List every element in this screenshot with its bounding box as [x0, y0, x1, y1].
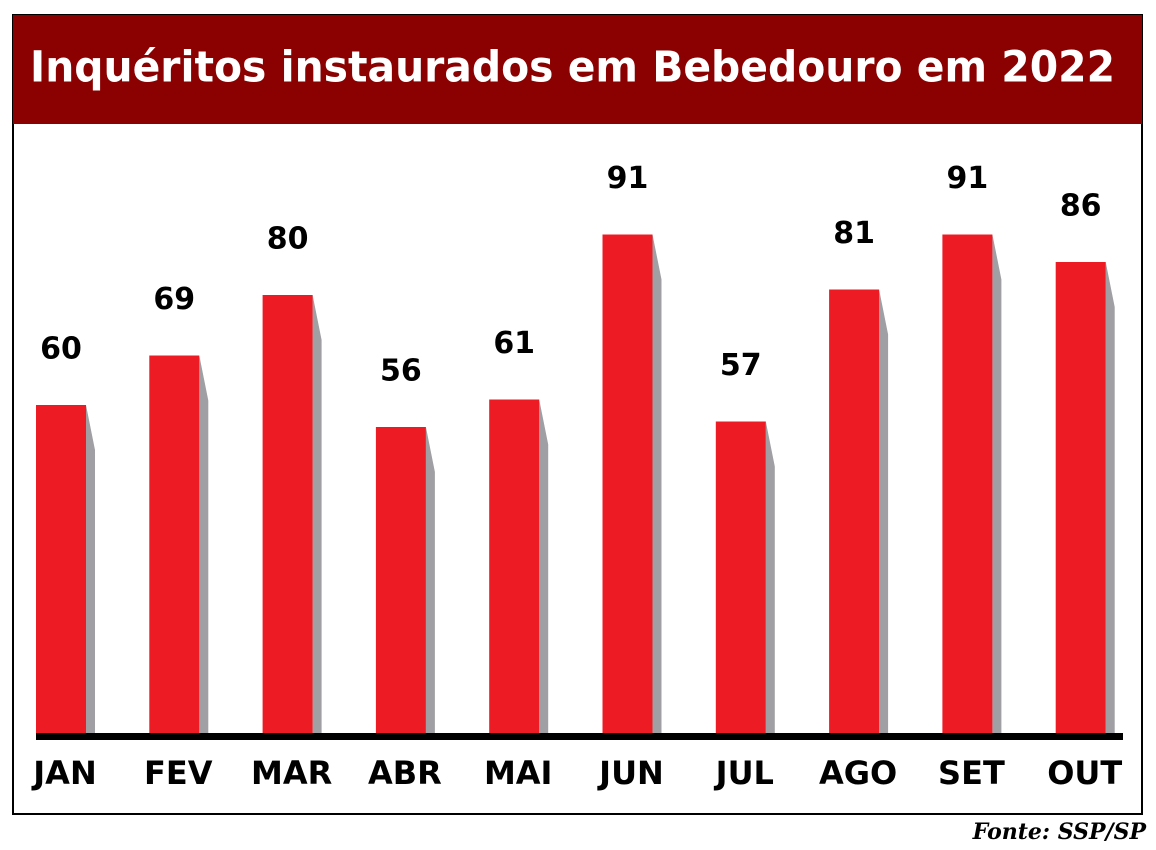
value-label: 57	[720, 348, 762, 383]
x-tick-label: AGO	[819, 754, 897, 792]
bar-shadow	[765, 421, 775, 735]
chart-title: Inquéritos instaurados em Bebedouro em 2…	[30, 43, 1115, 93]
baseline	[36, 733, 1123, 740]
x-tick-label: SET	[938, 754, 1005, 792]
title-bar	[13, 15, 1142, 124]
bar-shadow	[992, 234, 1002, 735]
x-tick-label: MAR	[251, 754, 332, 792]
bar-shadow	[879, 289, 889, 735]
value-label: 81	[833, 216, 875, 251]
bar-shadow	[199, 355, 209, 735]
bar-shadow	[652, 234, 662, 735]
bar-shadow	[312, 295, 322, 735]
x-tick-label: OUT	[1047, 754, 1122, 792]
bar	[829, 289, 880, 735]
x-tick-label: FEV	[144, 754, 213, 792]
value-label: 91	[947, 161, 989, 196]
value-label: 80	[267, 222, 309, 257]
bar	[602, 234, 653, 735]
x-tick-label: MAI	[484, 754, 553, 792]
value-label: 69	[153, 282, 195, 317]
value-label: 86	[1060, 189, 1102, 224]
value-label: 56	[380, 354, 422, 389]
x-tick-label: JUL	[714, 754, 774, 792]
value-label: 61	[493, 326, 535, 361]
bar	[1055, 262, 1106, 735]
x-tick-label: JUN	[597, 754, 664, 792]
x-tick-label: JAN	[31, 754, 96, 792]
bar	[36, 405, 86, 735]
bar	[149, 355, 200, 735]
bar	[375, 427, 426, 735]
plot: 60 JAN 69 FEV 80 MAR 56 ABR 61 MAI 91 JUN 57 JUL 81 AGO…	[31, 161, 1122, 792]
value-label: 91	[607, 161, 649, 196]
value-label: 60	[40, 332, 82, 367]
x-tick-label: ABR	[368, 754, 442, 792]
bar-shadow	[539, 399, 549, 735]
bar	[942, 234, 993, 735]
bar	[489, 399, 540, 735]
bar	[715, 421, 766, 735]
source: Fonte: SSP/SP	[972, 819, 1148, 845]
bar	[262, 295, 313, 735]
bar-shadow	[425, 427, 435, 735]
bar-shadow	[1105, 262, 1115, 735]
bar-shadow	[86, 405, 95, 735]
